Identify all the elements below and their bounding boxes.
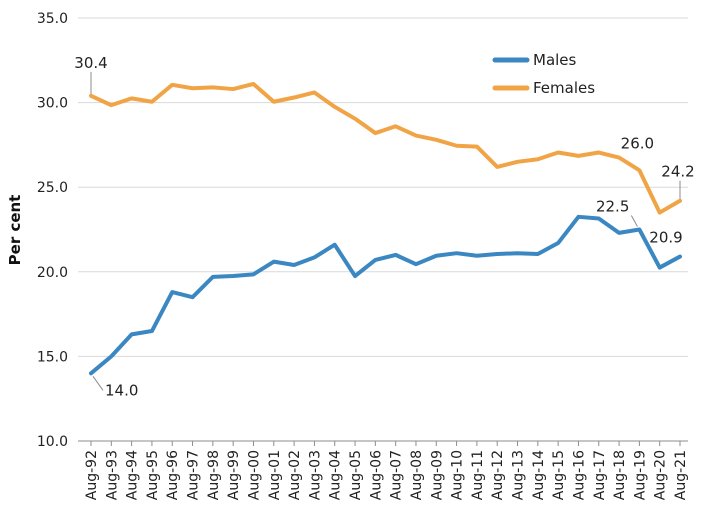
x-tick-label: Aug-03 — [307, 450, 323, 500]
series-lines — [89, 81, 682, 376]
y-tick-label: 25.0 — [37, 180, 68, 196]
data-label: 14.0 — [105, 381, 138, 399]
data-label: 20.9 — [649, 229, 682, 247]
x-tick-label: Aug-92 — [84, 450, 100, 500]
y-tick-label: 35.0 — [37, 11, 68, 27]
y-tick-label: 10.0 — [37, 434, 68, 450]
x-tick-label: Aug-98 — [206, 450, 222, 500]
data-labels: 14.0 22.5 20.9 30.4 26.0 24.2 — [74, 54, 694, 399]
x-tick-label: Aug-20 — [653, 450, 669, 500]
x-tick-label: Aug-97 — [186, 450, 202, 500]
x-tick-label: Aug-95 — [145, 450, 161, 500]
x-tick-label: Aug-08 — [409, 450, 425, 500]
legend: Males Females — [492, 51, 595, 97]
x-tick-label: Aug-94 — [125, 450, 141, 500]
data-label-leader — [630, 215, 638, 227]
x-tick-label: Aug-11 — [470, 450, 486, 500]
x-tick-label: Aug-09 — [429, 450, 445, 500]
legend-label-males: Males — [533, 51, 577, 69]
x-tick-label: Aug-16 — [571, 450, 587, 500]
data-label: 24.2 — [661, 163, 694, 181]
data-label-leader — [92, 376, 104, 391]
x-tick-label: Aug-06 — [368, 450, 384, 500]
series-line-females — [89, 81, 682, 215]
x-tick-label: Aug-18 — [612, 450, 628, 500]
x-tick-label: Aug-15 — [551, 450, 567, 500]
x-tick-label: Aug-05 — [348, 450, 364, 500]
y-tick-label: 15.0 — [37, 349, 68, 365]
x-tick-label: Aug-19 — [632, 450, 648, 500]
legend-label-females: Females — [533, 79, 595, 97]
x-tick-label: Aug-12 — [490, 450, 506, 500]
x-tick-label: Aug-02 — [287, 450, 303, 500]
y-tick-label: 20.0 — [37, 265, 68, 281]
gridlines — [78, 17, 688, 442]
data-label: 22.5 — [596, 198, 629, 216]
x-tick-label: Aug-96 — [165, 450, 181, 500]
axes: 10.0 15.0 20.0 25.0 30.0 35.0 Aug-92 Aug-93 Aug-… — [37, 11, 689, 500]
x-tick-label: Aug-17 — [592, 450, 608, 500]
x-tick-label: Aug-07 — [389, 450, 405, 500]
x-tick-label: Aug-01 — [267, 450, 283, 500]
x-tick-label: Aug-14 — [531, 450, 547, 500]
x-tick-label: Aug-10 — [450, 450, 466, 500]
x-tick-label: Aug-00 — [246, 450, 262, 500]
data-label: 26.0 — [621, 134, 654, 152]
series-line-males — [89, 214, 682, 376]
x-tick-label: Aug-93 — [104, 450, 120, 500]
x-tick-label: Aug-13 — [511, 450, 527, 500]
x-tick-label: Aug-99 — [226, 450, 242, 500]
y-tick-label: 30.0 — [37, 96, 68, 112]
x-tick-label: Aug-21 — [673, 450, 689, 500]
x-tick-label: Aug-04 — [328, 450, 344, 500]
y-axis-label: Per cent — [6, 195, 24, 266]
data-label: 30.4 — [74, 54, 107, 72]
